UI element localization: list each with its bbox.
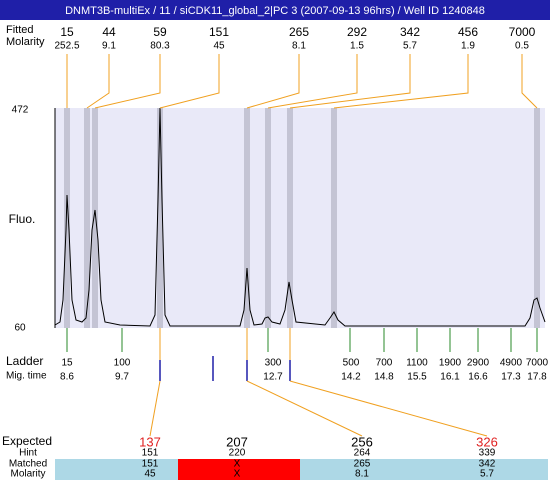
peak-size: 15: [60, 25, 74, 39]
peak-molarity: 8.1: [292, 41, 306, 52]
molarity: X: [234, 469, 241, 480]
peak-size: 342: [400, 25, 420, 39]
peak-connector: [521, 54, 538, 109]
peak-size: 456: [458, 25, 478, 39]
row-label: Fitted: [6, 24, 34, 36]
peak-size: 265: [289, 25, 309, 39]
matched: 151: [142, 459, 159, 470]
matched: 265: [354, 459, 371, 470]
molarity: 45: [144, 469, 156, 480]
molarity: 8.1: [355, 469, 369, 480]
ladder-time: 8.6: [60, 372, 74, 383]
peak-size: 44: [102, 25, 116, 39]
match-connector: [246, 380, 363, 437]
peak-molarity: 5.7: [403, 41, 417, 52]
peak-band: [157, 108, 163, 328]
trace: [54, 107, 546, 327]
ladder-size: 1100: [406, 358, 428, 369]
matched: X: [234, 459, 241, 470]
peak-size: 151: [209, 25, 229, 39]
ladder-size: 1900: [439, 358, 462, 369]
peak-size: 59: [153, 25, 167, 39]
expected-size: 207: [226, 434, 248, 449]
match-connector: [289, 380, 488, 437]
hint: 264: [354, 448, 371, 459]
matched-band: [55, 459, 548, 480]
ladder-size: 500: [343, 358, 360, 369]
peak-band: [331, 108, 337, 328]
ladder-time: 17.8: [527, 372, 547, 383]
hint: 220: [229, 448, 246, 459]
row-label: Mig. time: [6, 371, 47, 382]
peak-molarity: 45: [213, 41, 225, 52]
ladder-time: 16.6: [468, 372, 488, 383]
y-top-label: 472: [12, 105, 29, 116]
ladder-size: 100: [114, 358, 131, 369]
ladder-size: 4900: [500, 358, 523, 369]
peak-connector: [246, 54, 300, 109]
title: DNMT3B-multiEx / 11 / siCDK11_global_2|P…: [65, 5, 485, 17]
ladder-time: 14.2: [341, 372, 361, 383]
peak-connector: [267, 54, 358, 109]
expected-size: 256: [351, 434, 373, 449]
peak-molarity: 252.5: [54, 41, 79, 52]
peak-band: [84, 108, 90, 328]
peak-size: 292: [347, 25, 367, 39]
ladder-size: 15: [61, 358, 73, 369]
molarity: 5.7: [480, 469, 494, 480]
matched: 342: [479, 459, 496, 470]
peak-molarity: 80.3: [150, 41, 170, 52]
peak-connector: [86, 54, 110, 109]
row-label: Expected: [2, 434, 52, 448]
peak-molarity: 1.9: [461, 41, 475, 52]
ladder-time: 9.7: [115, 372, 129, 383]
peak-molarity: 0.5: [515, 41, 529, 52]
ladder-size: 300: [265, 358, 282, 369]
unmatched-band: [178, 459, 300, 480]
ladder-time: 14.8: [374, 372, 394, 383]
expected-size: 137: [139, 434, 161, 449]
hint: 339: [479, 448, 496, 459]
title-bar: [0, 0, 550, 20]
hint: 151: [142, 448, 159, 459]
ladder-time: 12.7: [263, 372, 283, 383]
row-label: Matched: [9, 459, 47, 470]
peak-band: [265, 108, 271, 328]
peak-connector: [94, 54, 161, 109]
peak-band: [92, 108, 98, 328]
row-label: Molarity: [6, 36, 45, 48]
ladder-time: 15.5: [407, 372, 427, 383]
ladder-time: 16.1: [440, 372, 460, 383]
plot-area: [55, 108, 545, 328]
y-axis-label: Fluo.: [9, 212, 36, 226]
match-connector: [149, 380, 161, 437]
peak-molarity: 9.1: [102, 41, 116, 52]
peak-band: [287, 108, 293, 328]
row-label: Ladder: [6, 354, 43, 368]
peak-molarity: 1.5: [350, 41, 364, 52]
ladder-time: 17.3: [501, 372, 521, 383]
peak-band: [534, 108, 540, 328]
peak-connector: [289, 54, 411, 109]
expected-size: 326: [476, 434, 498, 449]
peak-size: 7000: [509, 25, 536, 39]
peak-connector: [333, 54, 469, 109]
y-bottom-label: 60: [14, 323, 26, 334]
peak-band: [244, 108, 250, 328]
ladder-size: 700: [376, 358, 393, 369]
peak-band: [64, 108, 70, 328]
ladder-size: 2900: [467, 358, 490, 369]
row-label: Molarity: [10, 469, 45, 480]
ladder-size: 7000: [526, 358, 549, 369]
peak-connector: [159, 54, 220, 109]
row-label: Hint: [19, 448, 37, 459]
